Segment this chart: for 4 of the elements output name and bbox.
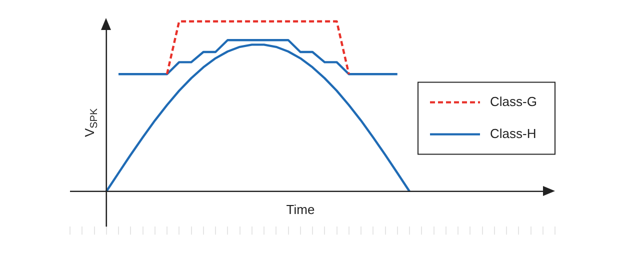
x-axis-title: Time bbox=[286, 202, 315, 217]
legend-label: Class-G bbox=[490, 94, 537, 109]
y-axis-title: VSPK bbox=[82, 108, 100, 138]
legend-label: Class-H bbox=[490, 126, 536, 141]
